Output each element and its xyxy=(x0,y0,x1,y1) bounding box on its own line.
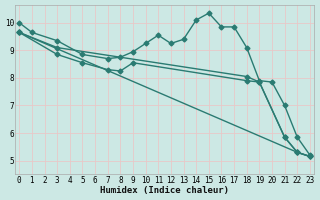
X-axis label: Humidex (Indice chaleur): Humidex (Indice chaleur) xyxy=(100,186,229,195)
